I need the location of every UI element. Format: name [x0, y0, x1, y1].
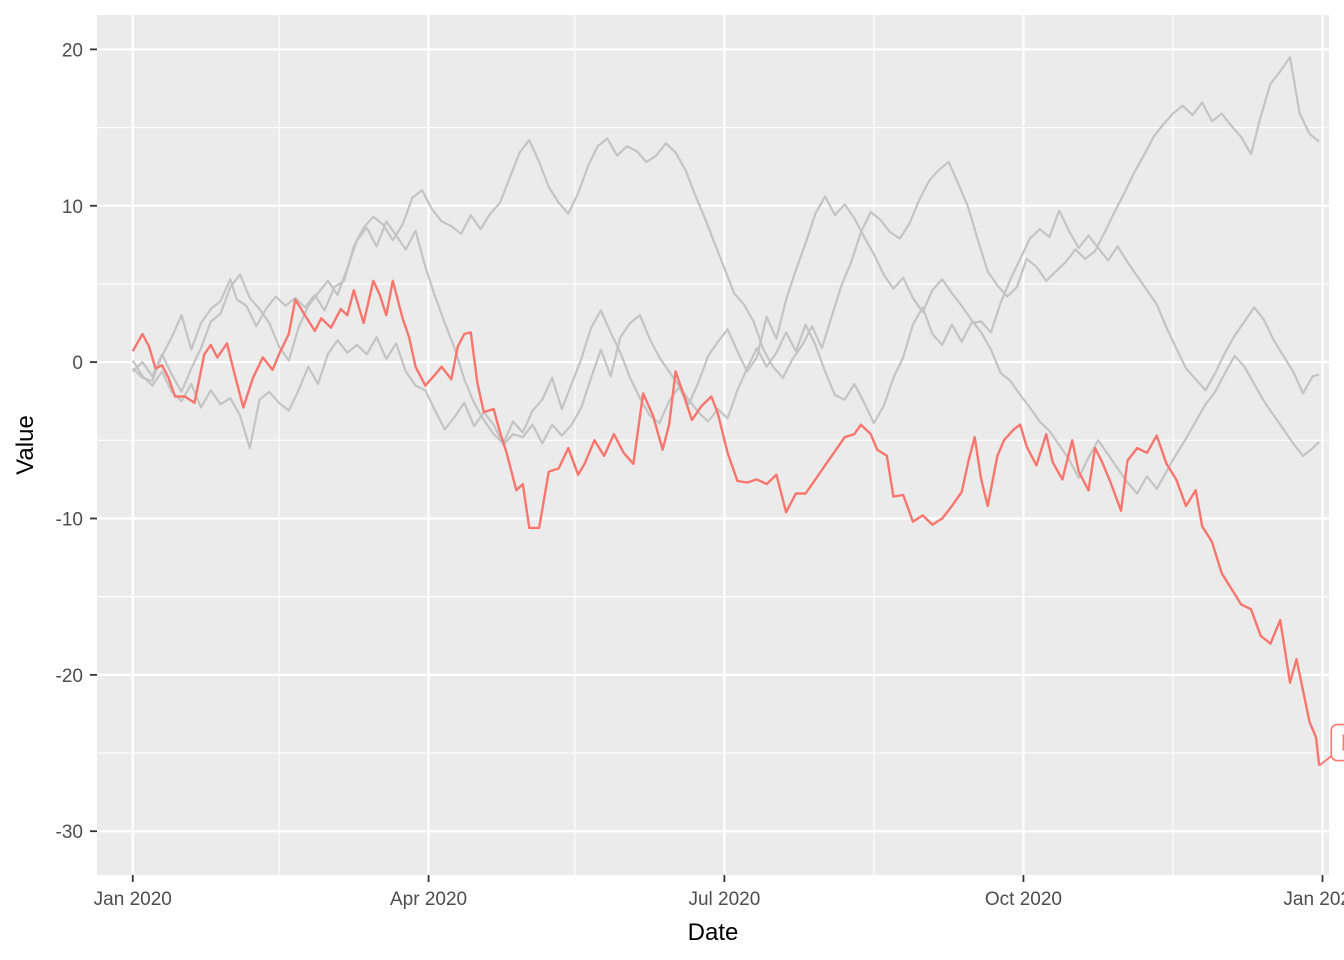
- y-tick-label: -20: [56, 666, 83, 687]
- series-label-text: b: [1341, 731, 1344, 756]
- x-tick-label: Apr 2020: [390, 889, 467, 910]
- x-tick-label: Jan 2021: [1283, 889, 1344, 910]
- x-tick-label: Jul 2020: [688, 889, 760, 910]
- y-tick-label: 10: [62, 197, 83, 218]
- y-axis-title: Value: [12, 415, 39, 475]
- y-tick-label: -10: [56, 509, 83, 530]
- series-line-muted: [132, 56, 1320, 382]
- series-labels: b: [1318, 723, 1344, 767]
- series-line-highlighted: [131, 279, 1321, 766]
- y-axis: 20 10 0 -10 -20 -30: [56, 40, 97, 843]
- minor-gridlines: [97, 15, 1329, 875]
- x-tick-label: Oct 2020: [985, 889, 1062, 910]
- series-label-box: [1330, 723, 1344, 762]
- y-tick-label: 20: [62, 40, 83, 61]
- plot-panel: [97, 15, 1329, 875]
- y-tick-label: 0: [72, 353, 83, 374]
- series-lines: [131, 56, 1321, 766]
- x-axis: Jan 2020 Apr 2020 Jul 2020 Oct 2020 Jan 2021: [94, 875, 1344, 910]
- series-line-muted: [131, 209, 1320, 450]
- x-tick-label: Jan 2020: [94, 889, 172, 910]
- major-gridlines: [97, 15, 1329, 875]
- y-tick-label: -30: [56, 822, 83, 843]
- x-axis-title: Date: [688, 919, 739, 946]
